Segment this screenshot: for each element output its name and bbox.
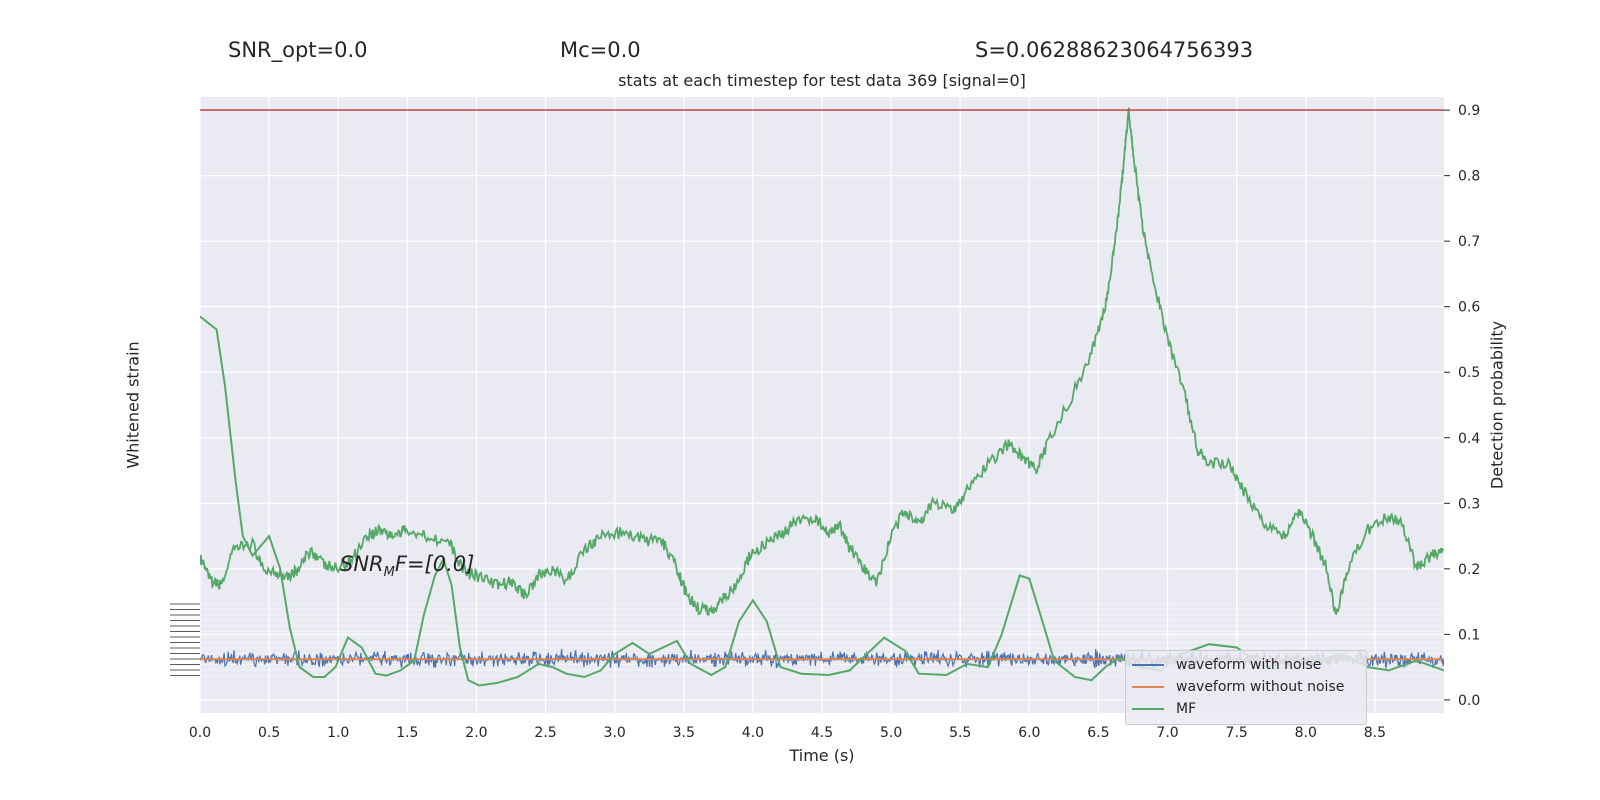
x-tick-label: 8.0 xyxy=(1295,725,1317,741)
y-axis-right-label: Detection probability xyxy=(1487,320,1507,490)
legend-item-waveform-with-noise: waveform with noise xyxy=(1132,654,1321,676)
x-tick-label: 1.0 xyxy=(327,725,349,741)
x-tick-label: 0.0 xyxy=(189,725,211,741)
x-tick-label: 4.5 xyxy=(811,725,833,741)
x-axis-label: Time (s) xyxy=(789,746,855,765)
x-tick-label: 7.5 xyxy=(1226,725,1248,741)
x-tick-label: 5.5 xyxy=(949,725,971,741)
y-tick-label: 0.6 xyxy=(1458,300,1480,316)
s-stat: S=0.06288623064756393 xyxy=(975,38,1254,62)
y-tick-label: 0.0 xyxy=(1458,693,1480,709)
x-tick-label: 6.5 xyxy=(1087,725,1109,741)
legend-swatch-orange xyxy=(1132,686,1164,688)
legend-label: waveform with noise xyxy=(1176,657,1322,673)
y-tick-label: 0.4 xyxy=(1458,431,1480,447)
x-tick-label: 8.5 xyxy=(1364,725,1386,741)
legend: waveform with noise waveform without noi… xyxy=(1125,650,1367,725)
y-tick-label: 0.9 xyxy=(1458,103,1480,119)
x-tick-label: 1.5 xyxy=(396,725,418,741)
x-tick-label: 2.0 xyxy=(465,725,487,741)
x-tick-label: 0.5 xyxy=(258,725,280,741)
y-tick-label: 0.8 xyxy=(1458,169,1480,185)
legend-label: MF xyxy=(1176,701,1197,717)
snr-mf-annotation: SNRMF=[0.0] xyxy=(340,552,475,581)
x-tick-label: 6.0 xyxy=(1018,725,1040,741)
x-tick-label: 3.5 xyxy=(673,725,695,741)
y-tick-label: 0.5 xyxy=(1458,365,1480,381)
legend-label: waveform without noise xyxy=(1176,679,1345,695)
legend-swatch-green xyxy=(1132,708,1164,710)
detection-probability-line xyxy=(200,107,1444,616)
x-tick-label: 5.0 xyxy=(880,725,902,741)
y-tick-label: 0.1 xyxy=(1458,627,1480,643)
x-tick-label: 7.0 xyxy=(1156,725,1178,741)
y-tick-label: 0.2 xyxy=(1458,562,1480,578)
y-axis-left-label: Whitened strain xyxy=(123,341,143,469)
mc-stat: Mc=0.0 xyxy=(560,38,641,62)
y-tick-label: 0.3 xyxy=(1458,496,1480,512)
x-tick-label: 3.0 xyxy=(604,725,626,741)
y-tick-label: 0.7 xyxy=(1458,234,1480,250)
legend-item-waveform-without-noise: waveform without noise xyxy=(1132,676,1344,698)
chart-title: stats at each timestep for test data 369… xyxy=(618,71,1026,90)
x-tick-label: 4.0 xyxy=(742,725,764,741)
snr-opt-stat: SNR_opt=0.0 xyxy=(228,38,368,62)
legend-swatch-blue xyxy=(1132,664,1164,666)
legend-item-mf: MF xyxy=(1132,698,1196,720)
x-tick-label: 2.5 xyxy=(534,725,556,741)
